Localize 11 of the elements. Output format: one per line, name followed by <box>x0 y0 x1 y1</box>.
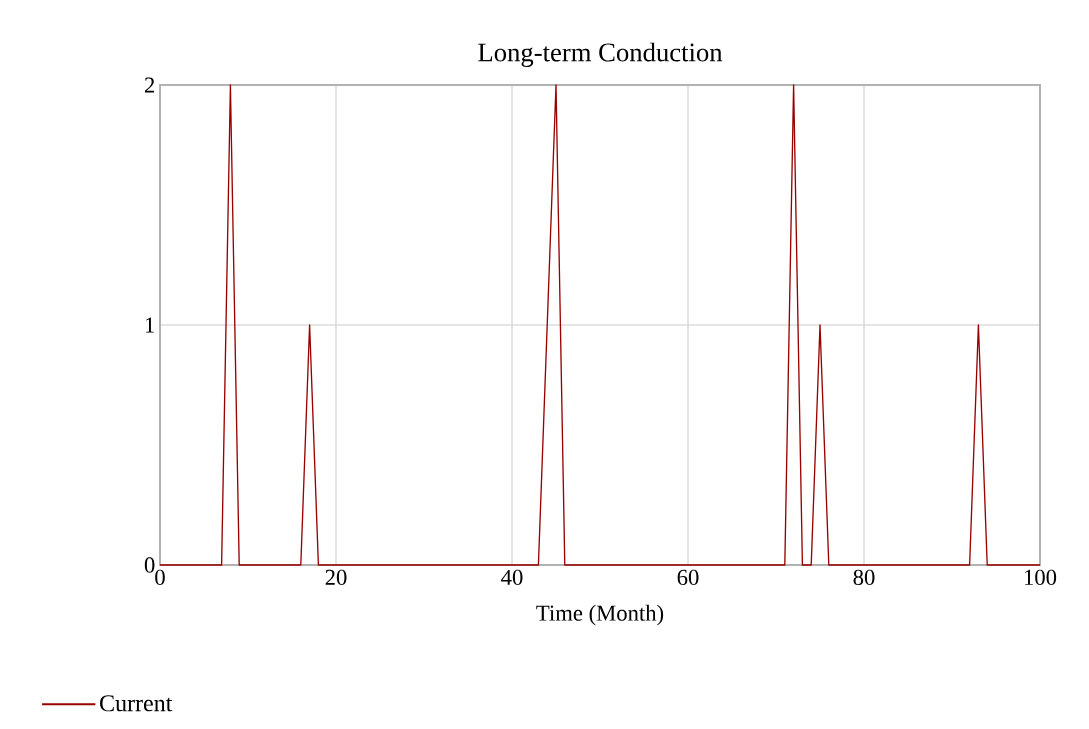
y-tick-label: 0 <box>144 557 155 573</box>
x-tick-label: 100 <box>1024 569 1057 586</box>
y-tick-label: 2 <box>144 77 155 93</box>
x-tick-label: 60 <box>677 569 699 586</box>
legend-label: Current <box>100 695 173 712</box>
x-tick-label: 40 <box>501 569 523 586</box>
y-tick-label: 1 <box>145 317 154 333</box>
chart-title: Long-term Conduction <box>478 42 723 67</box>
x-tick-label: 20 <box>325 569 347 586</box>
x-tick-label: 80 <box>853 569 875 586</box>
x-axis-title: Time (Month) <box>536 604 664 626</box>
